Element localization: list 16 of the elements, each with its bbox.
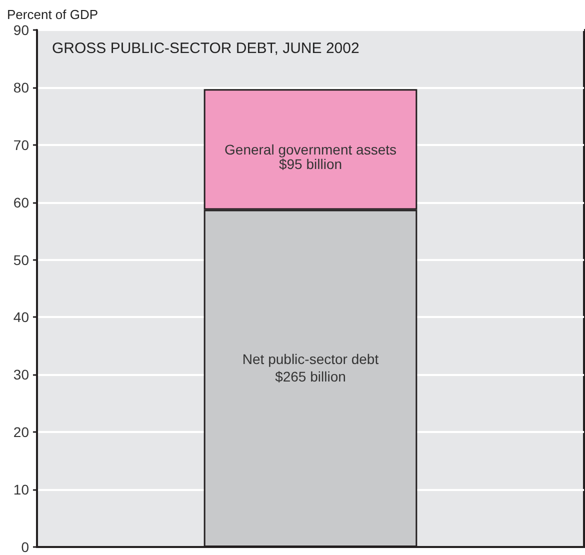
y-tick-label: 60 [13, 194, 30, 210]
text: GROSS PUBLIC-SECTOR DEBT, JUNE 2002 [52, 40, 360, 57]
annotation: $95 billion [278, 156, 342, 172]
y-tick-label: 40 [13, 309, 30, 326]
y-tick-label: 0 [21, 539, 30, 555]
y-tick-label: 70 [13, 136, 30, 153]
series-label: Net public-sector debt [242, 351, 379, 368]
annotation: $265 billion [275, 368, 346, 384]
y-tick-label: 20 [13, 424, 30, 440]
y-tick-label: 30 [13, 366, 30, 383]
y-tick-label: 50 [13, 252, 30, 268]
y-tick-label: 10 [13, 482, 30, 498]
series-label: General government assets [224, 142, 396, 158]
y-tick-label: 80 [13, 79, 30, 96]
y-axis-title: Percent of GDP [7, 7, 98, 22]
y-tick-label: 90 [13, 22, 30, 38]
